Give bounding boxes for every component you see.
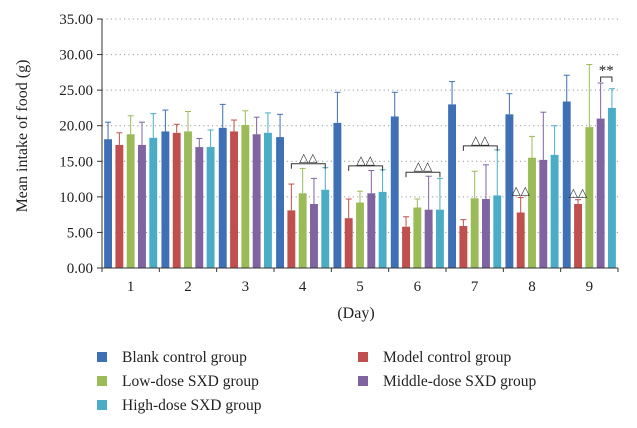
legend-label: Model control group (383, 349, 512, 366)
bar (378, 191, 387, 268)
bars (104, 101, 616, 269)
legend-item: High-dose SXD group (97, 397, 262, 414)
significance-label: △△ (299, 151, 318, 165)
y-tick-label: 10.00 (59, 190, 93, 206)
bar (138, 144, 146, 268)
bar (287, 210, 296, 268)
significance-label: △△ (511, 184, 530, 198)
bar (184, 131, 192, 268)
bar (298, 193, 307, 268)
legend-item: Low-dose SXD group (97, 373, 259, 390)
x-tick-label: 3 (242, 279, 250, 295)
legend-label: Middle-dose SXD group (383, 373, 537, 390)
significance-bracket: △△ (405, 159, 441, 178)
bar (195, 147, 204, 268)
legend-swatch (358, 352, 368, 362)
bar (607, 107, 616, 268)
legend-item: Middle-dose SXD group (358, 373, 537, 390)
y-tick-label: 20.00 (59, 119, 93, 135)
legend-item: Model control group (358, 349, 512, 366)
bar (356, 202, 364, 268)
bar (367, 193, 376, 268)
error-bars (105, 64, 615, 227)
bar (435, 209, 444, 268)
bar (333, 122, 342, 269)
legend-swatch (97, 352, 107, 362)
bar (115, 144, 124, 268)
bar (276, 137, 285, 268)
bar (218, 127, 227, 268)
bar (402, 226, 410, 268)
bar (390, 116, 399, 268)
bar (596, 118, 605, 268)
bar (230, 131, 238, 268)
y-axis-title: Mean intake of food (g) (14, 60, 31, 213)
significance-bracket: △△ (462, 133, 498, 151)
bar (126, 134, 135, 268)
significance-label: △△ (471, 133, 490, 147)
significance-label: ** (599, 63, 614, 79)
y-tick-label: 35.00 (59, 12, 93, 28)
legend: Blank control group Model control group Lo… (97, 349, 537, 414)
y-tick-label: 0.00 (67, 261, 93, 277)
x-tick-label: 5 (356, 279, 364, 295)
axes: 0.00 5.00 10.00 15.00 20.00 25.00 30.00 35.00 1 2… (59, 12, 619, 295)
significance-bracket: △△ (348, 153, 384, 171)
bar (528, 157, 536, 268)
bar (161, 131, 170, 268)
y-tick-label: 5.00 (67, 225, 93, 241)
legend-label: Blank control group (122, 349, 247, 366)
y-tick-label: 30.00 (59, 48, 93, 64)
bar (505, 114, 514, 269)
legend-label: Low-dose SXD group (122, 373, 259, 390)
bar (562, 101, 571, 268)
x-tick-label: 4 (299, 279, 307, 295)
y-tick-label: 15.00 (59, 154, 93, 170)
x-tick-label: 7 (471, 279, 479, 295)
significance-label: △△ (356, 153, 375, 167)
bar (241, 125, 250, 268)
bar (424, 209, 433, 268)
bar (206, 147, 215, 268)
bar (252, 134, 261, 268)
x-tick-label: 8 (528, 279, 536, 295)
bar (482, 198, 490, 268)
x-tick-label: 2 (184, 279, 192, 295)
bar (104, 139, 113, 268)
bar (493, 195, 502, 268)
significance-annotations: △△ △△ △△ △△ △△ △△ ** (290, 63, 614, 200)
significance-label: △△ (569, 186, 588, 200)
bar (448, 104, 457, 268)
bar (149, 137, 158, 268)
x-tick-label: 6 (414, 279, 422, 295)
significance-bracket: △△ (290, 151, 326, 169)
bar (321, 189, 330, 268)
legend-swatch (358, 376, 368, 386)
legend-label: High-dose SXD group (122, 397, 262, 414)
legend-item: Blank control group (97, 349, 247, 366)
significance-label: △△ (414, 159, 433, 173)
bar (516, 212, 525, 268)
bar (263, 132, 272, 268)
legend-swatch (97, 376, 107, 386)
x-axis-title: (Day) (337, 305, 374, 322)
y-tick-label: 25.00 (59, 83, 93, 99)
bar (459, 226, 468, 268)
bar (344, 218, 353, 268)
significance-bracket: ** (599, 63, 614, 83)
bar (310, 203, 318, 268)
x-tick-label: 9 (586, 279, 594, 295)
bar (172, 132, 181, 268)
bar (413, 207, 422, 268)
bar (585, 127, 594, 268)
bar (550, 154, 559, 268)
legend-swatch (97, 400, 107, 410)
bar (470, 198, 479, 268)
bar (574, 203, 582, 268)
x-tick-label: 1 (127, 279, 135, 295)
bar (539, 159, 548, 268)
